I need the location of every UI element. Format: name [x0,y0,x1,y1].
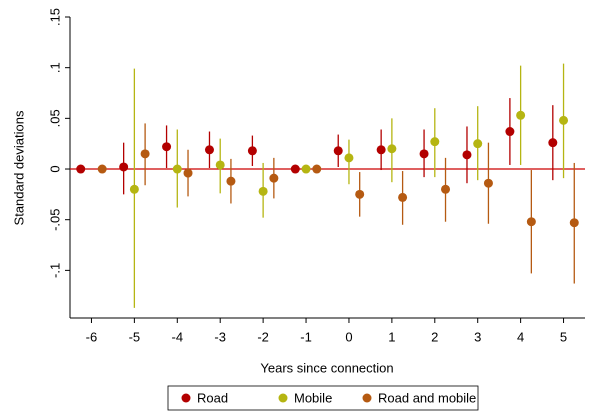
x-tick-label: -6 [86,329,98,344]
y-tick-label: 0 [47,165,62,172]
point [204,145,214,155]
point [97,164,107,174]
point [312,164,322,174]
legend-box [167,385,479,411]
x-tick-label: -1 [300,329,312,344]
point [430,137,440,147]
point [129,184,139,194]
point [344,153,354,163]
x-tick-label: -3 [214,329,226,344]
legend-marker [181,393,191,403]
x-tick-label: 0 [345,329,352,344]
y-tick-label: -.05 [47,208,62,230]
legend-label: Road [197,390,228,405]
point [162,142,172,152]
point [119,162,129,172]
y-tick-label: .1 [47,62,62,73]
x-tick-label: 5 [560,329,567,344]
x-tick-label: 3 [474,329,481,344]
point [258,186,268,196]
y-tick-label: .15 [47,8,62,26]
point [548,138,558,148]
y-tick-label: -.1 [47,263,62,278]
x-tick-label: -2 [257,329,269,344]
point [215,160,225,170]
point [140,149,150,159]
x-tick-label: 2 [431,329,438,344]
point [301,164,311,174]
point [559,115,569,125]
legend-label: Road and mobile [378,390,476,405]
y-axis-title: Standard deviations [11,110,26,225]
x-tick-label: -5 [129,329,141,344]
point [333,146,343,156]
point [569,218,579,228]
point [269,173,279,183]
point [516,110,526,120]
point [172,164,182,174]
point [505,127,515,137]
point [526,217,536,227]
point [441,184,451,194]
legend-marker [362,393,372,403]
point [247,146,257,156]
y-tick-label: .05 [47,109,62,127]
legend-marker [278,393,288,403]
point [290,164,300,174]
x-tick-label: 4 [517,329,524,344]
point [462,150,472,160]
point [376,145,386,155]
point [398,192,408,202]
point [419,149,429,159]
legend-label: Mobile [294,390,332,405]
point [355,189,365,199]
x-tick-label: 1 [388,329,395,344]
x-tick-label: -4 [172,329,184,344]
point [226,176,236,186]
point [183,168,193,178]
point [473,139,483,149]
point [76,164,86,174]
x-axis-title: Years since connection [260,360,393,375]
point [387,144,397,154]
point [483,178,493,188]
